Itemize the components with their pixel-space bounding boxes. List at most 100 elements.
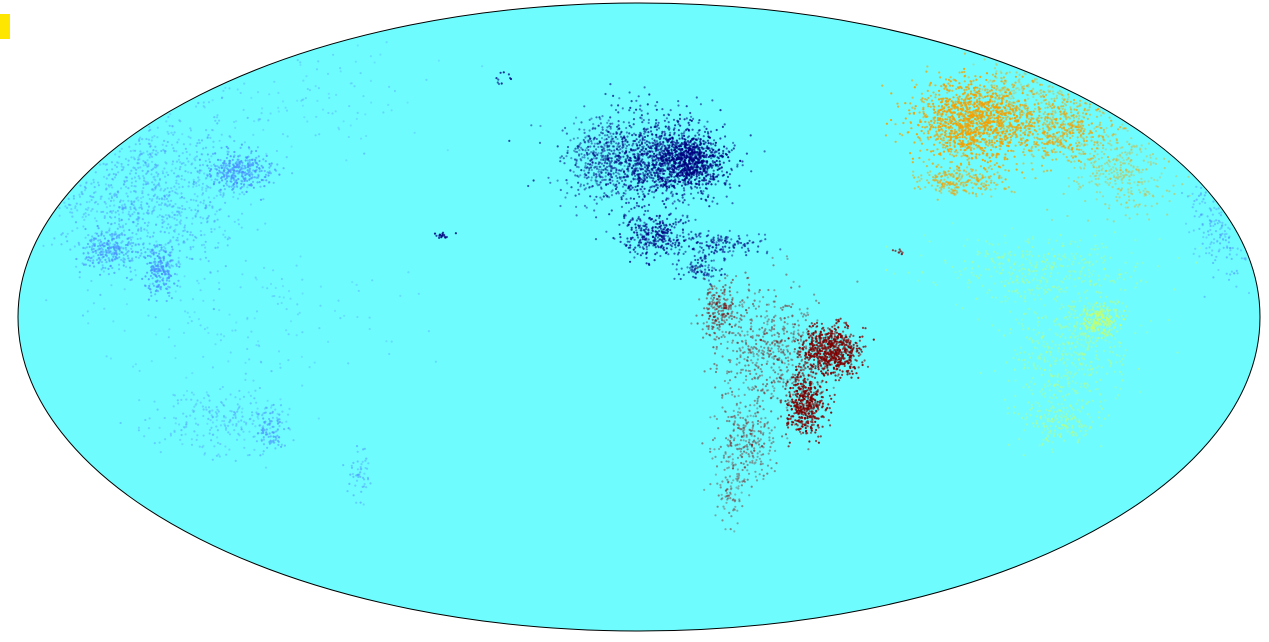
- city-point: [657, 145, 661, 148]
- city-point: [647, 141, 650, 144]
- city-point: [600, 145, 603, 148]
- city-point: [759, 432, 763, 435]
- city-point: [676, 172, 679, 175]
- city-point: [687, 128, 690, 131]
- city-point: [645, 248, 648, 251]
- city-point: [661, 200, 664, 203]
- city-point: [621, 179, 624, 183]
- city-point: [594, 179, 597, 182]
- city-point: [604, 168, 608, 171]
- city-point: [815, 321, 819, 324]
- city-point: [500, 82, 503, 85]
- city-point: [690, 322, 693, 325]
- city-point: [836, 335, 840, 338]
- city-point: [695, 235, 698, 238]
- city-point: [800, 359, 803, 362]
- city-point: [809, 431, 813, 434]
- city-point: [748, 428, 752, 432]
- city-point: [815, 428, 818, 432]
- city-point: [797, 376, 800, 379]
- city-point: [808, 381, 811, 384]
- city-point: [714, 154, 717, 157]
- city-point: [806, 378, 809, 381]
- city-point: [627, 159, 631, 162]
- city-point: [806, 307, 809, 310]
- city-point: [729, 434, 732, 437]
- city-point: [632, 118, 636, 121]
- city-point: [744, 341, 748, 344]
- city-point: [639, 116, 642, 119]
- city-point: [747, 453, 750, 456]
- city-point: [737, 411, 740, 414]
- city-point: [643, 132, 646, 135]
- city-point: [669, 170, 672, 173]
- city-point: [755, 479, 759, 482]
- city-point: [701, 251, 705, 254]
- city-point: [766, 383, 769, 386]
- city-point: [814, 330, 817, 333]
- city-point: [690, 268, 693, 271]
- city-point: [679, 124, 682, 127]
- city-point: [731, 339, 735, 342]
- city-point: [809, 396, 813, 400]
- city-point: [707, 182, 710, 185]
- city-point: [696, 161, 700, 164]
- city-point: [795, 399, 798, 402]
- city-point: [636, 189, 639, 192]
- city-point: [674, 145, 677, 148]
- city-point: [743, 358, 746, 361]
- city-point: [658, 222, 661, 225]
- city-point: [730, 436, 733, 439]
- city-point: [580, 152, 583, 156]
- city-point: [733, 324, 737, 327]
- city-point: [691, 173, 694, 176]
- city-point: [679, 149, 682, 152]
- city-point: [654, 166, 657, 169]
- city-point: [741, 164, 744, 167]
- city-point: [658, 142, 661, 145]
- city-point: [819, 363, 822, 367]
- city-point: [784, 305, 787, 308]
- city-point: [643, 174, 647, 177]
- city-point: [734, 463, 737, 466]
- city-point: [846, 327, 849, 330]
- city-point: [637, 236, 640, 239]
- city-point: [728, 304, 731, 308]
- city-point: [721, 330, 724, 333]
- city-point: [670, 175, 673, 178]
- city-point: [740, 246, 744, 249]
- city-point: [793, 323, 797, 326]
- city-point: [658, 180, 661, 184]
- city-point: [729, 186, 732, 189]
- city-point: [688, 166, 691, 169]
- city-point: [723, 507, 726, 510]
- city-point: [722, 297, 726, 300]
- city-point: [600, 158, 603, 161]
- city-point: [618, 182, 621, 185]
- city-point: [797, 386, 800, 389]
- city-point: [595, 116, 598, 119]
- city-point: [657, 159, 660, 162]
- city-point: [731, 202, 734, 205]
- city-point: [600, 152, 603, 155]
- city-point: [663, 226, 667, 229]
- city-point: [706, 145, 709, 148]
- city-point: [654, 226, 657, 229]
- city-point: [757, 305, 761, 308]
- city-point: [655, 119, 658, 122]
- city-point: [703, 130, 707, 133]
- city-point: [739, 317, 742, 320]
- city-point: [703, 370, 706, 373]
- city-point: [785, 366, 789, 369]
- city-point: [787, 418, 790, 421]
- city-point: [725, 153, 728, 156]
- city-point: [729, 314, 732, 317]
- city-point: [777, 335, 780, 338]
- city-point: [583, 169, 586, 172]
- city-point: [717, 173, 720, 176]
- city-point: [807, 422, 810, 425]
- city-point: [691, 162, 694, 165]
- city-point: [741, 305, 744, 308]
- city-point: [606, 130, 609, 133]
- city-point: [707, 244, 710, 248]
